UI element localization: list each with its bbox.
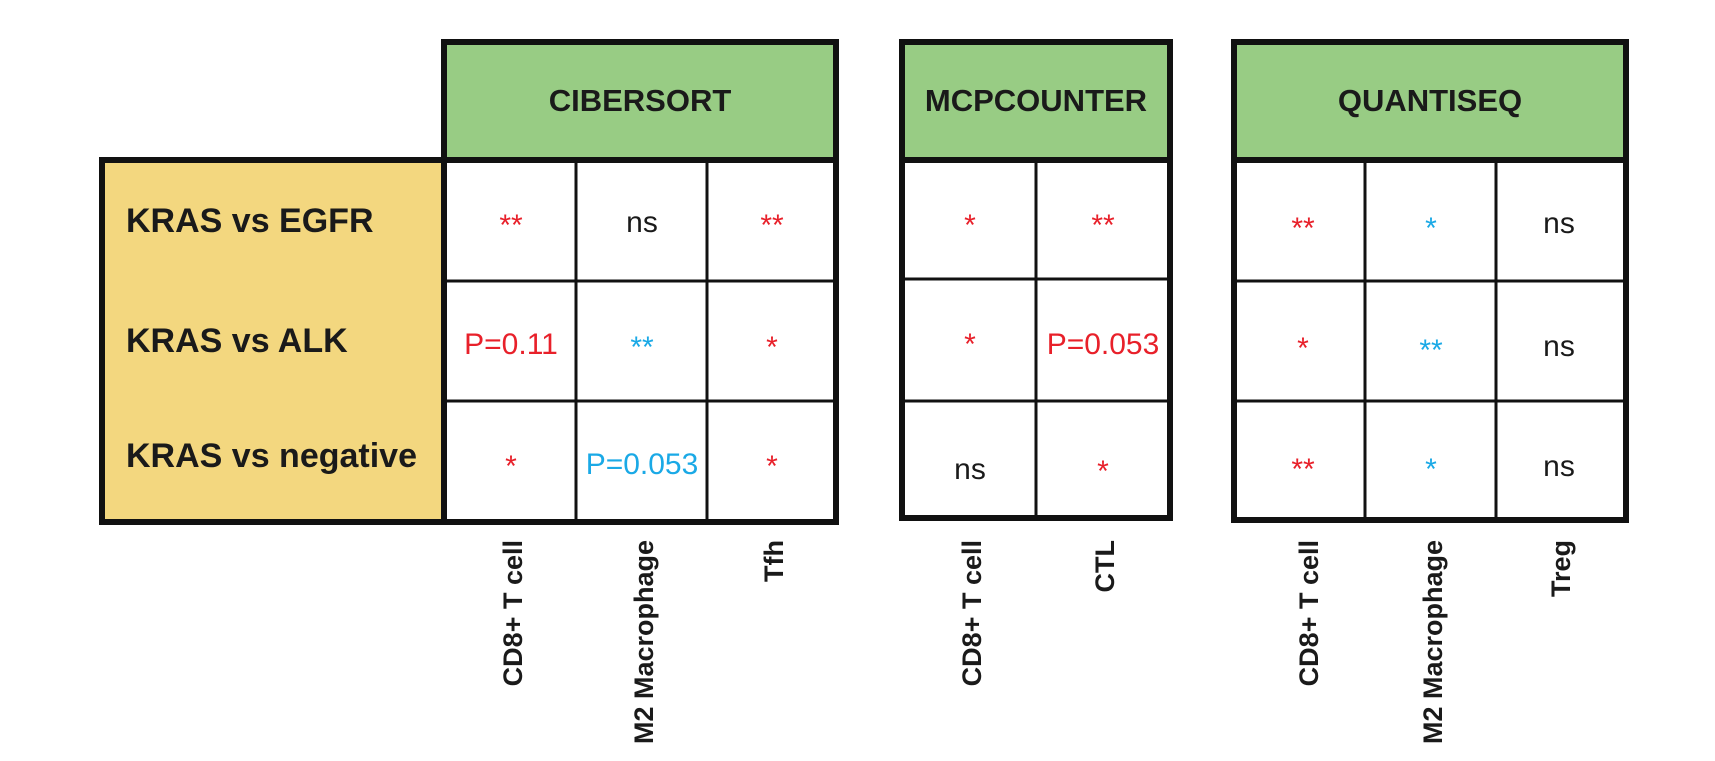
panel-mcpcounter: MCPCOUNTER * ** * P=0.053 ns * CD8+ T ce… [899,39,1173,686]
cell-r1-c0: * [1297,332,1309,365]
column-label: CTL [1090,540,1120,592]
panel-cibersort: CIBERSORT ** ns ** P=0.11 ** * * P=0.053… [441,39,839,744]
cell-r1-c1: ** [1419,334,1443,367]
cell-r1-c0: P=0.11 [464,328,558,361]
panel-body [1231,157,1629,523]
cell-r2-c2: ns [1543,450,1575,483]
column-label: CD8+ T cell [498,540,528,686]
column-label: Tfh [759,540,789,582]
panel-title: MCPCOUNTER [925,83,1147,118]
cell-r0-c2: ** [760,209,784,242]
cell-r0-c0: ** [1291,212,1315,245]
column-label: Treg [1546,540,1576,597]
cell-r0-c0: * [964,209,976,242]
cell-r2-c1: P=0.053 [586,448,699,481]
row-label-kras-vs-alk: KRAS vs ALK [126,322,348,360]
panel-header [1231,39,1629,163]
column-label: M2 Macrophage [1418,540,1448,744]
column-label: CD8+ T cell [957,540,987,686]
row-label-kras-vs-negative: KRAS vs negative [126,437,417,475]
cell-r0-c2: ns [1543,207,1575,240]
panel-header [441,39,839,163]
cell-r1-c1: ** [630,331,654,364]
cell-r0-c1: ns [626,206,658,239]
cell-r2-c1: * [1425,453,1437,486]
cell-r0-c0: ** [499,209,523,242]
cell-r0-c1: ** [1091,209,1115,242]
panel-quantiseq: QUANTISEQ ** * ns * ** ns ** * ns CD8+ T… [1231,39,1629,744]
panel-body [441,157,839,525]
cell-r1-c0: * [964,328,976,361]
column-label: CD8+ T cell [1294,540,1324,686]
row-label-kras-vs-egfr: KRAS vs EGFR [126,202,374,240]
cell-r1-c2: * [766,331,778,364]
row-label-block: KRAS vs EGFR KRAS vs ALK KRAS vs negativ… [99,157,447,525]
cell-r1-c1: P=0.053 [1047,328,1160,361]
cell-r1-c2: ns [1543,330,1575,363]
panel-title: QUANTISEQ [1338,83,1522,118]
column-label: M2 Macrophage [629,540,659,744]
cell-r2-c0: ** [1291,453,1315,486]
row-label-background [99,157,447,525]
cell-r2-c1: * [1097,455,1109,488]
panel-title: CIBERSORT [549,83,732,118]
cell-r2-c0: * [505,450,517,483]
cell-r2-c0: ns [954,453,986,486]
cell-r0-c1: * [1425,212,1437,245]
cell-r2-c2: * [766,450,778,483]
